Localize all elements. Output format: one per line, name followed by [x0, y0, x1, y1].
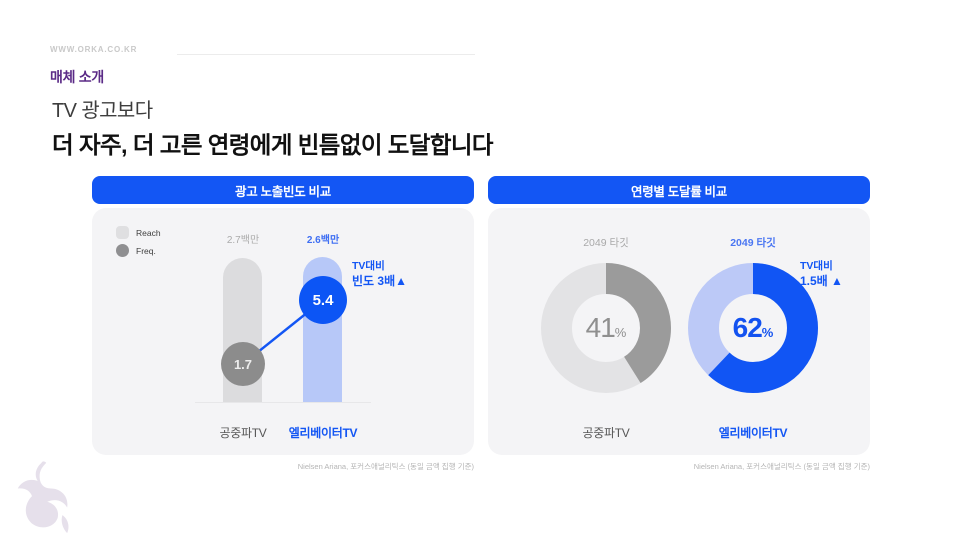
freq-annotation: TV대비 빈도 3배▲ [352, 260, 407, 289]
title-line-2: 더 자주, 더 고른 연령에게 빈틈없이 도달합니다 [52, 132, 493, 158]
donut-broadcast: 41% [541, 263, 671, 393]
category-broadcast-tv: 공중파TV [582, 426, 630, 440]
title-line-1: TV 광고보다 [52, 100, 153, 122]
header-divider [177, 54, 475, 55]
orka-logo-icon [17, 461, 69, 534]
legend-item-reach: Reach [116, 226, 161, 239]
freq-value-elevator: 5.4 [312, 291, 334, 309]
reach-pct-broadcast: 41 [585, 312, 616, 343]
target-label-elevator: 2049 타깃 [730, 237, 776, 249]
legend-item-freq: Freq. [116, 244, 161, 257]
donut-broadcast-value: 41% [541, 263, 671, 393]
donut-elevator: 62% [688, 263, 818, 393]
section-eyebrow: 매체 소개 [50, 69, 104, 85]
donut-elevator-value: 62% [688, 263, 818, 393]
freq-swatch-icon [116, 244, 129, 257]
category-elevator-tv: 엘리베이터TV [718, 426, 788, 440]
target-label-broadcast: 2049 타깃 [583, 237, 629, 249]
chart-legend: Reach Freq. [116, 226, 161, 262]
freq-bubble-broadcast: 1.7 [221, 342, 265, 386]
freq-annotation-line2: 빈도 3배▲ [352, 273, 408, 288]
reach-value-elevator: 2.6백만 [306, 235, 340, 246]
legend-reach-label: Reach [136, 227, 161, 238]
reach-annotation: TV대비 1.5배 ▲ [800, 260, 843, 289]
source-footnote-right: Nielsen Ariana, 포커스애널리틱스 (동일 금액 집행 기준) [693, 462, 870, 471]
freq-annotation-line1: TV대비 [352, 260, 385, 272]
reach-annotation-line2: 1.5배 ▲ [800, 273, 843, 288]
source-footnote-left: Nielsen Ariana, 포커스애널리틱스 (동일 금액 집행 기준) [297, 462, 474, 471]
reach-value-broadcast: 2.7백만 [226, 235, 260, 246]
reach-swatch-icon [116, 226, 129, 239]
reach-pct-unit-elevator: % [761, 325, 774, 340]
chart-baseline [195, 402, 371, 403]
freq-bubble-elevator: 5.4 [299, 276, 347, 324]
site-url: WWW.ORKA.CO.KR [50, 45, 138, 54]
legend-freq-label: Freq. [136, 245, 156, 256]
category-broadcast-tv: 공중파TV [219, 426, 267, 440]
reach-pct-elevator: 62 [732, 312, 763, 343]
frequency-chart-card: Reach Freq. 2.7백만 2.6백만 1.7 5.4 TV대비 빈도 … [92, 208, 474, 455]
page-title: TV 광고보다 더 자주, 더 고른 연령에게 빈틈없이 도달합니다 [52, 94, 493, 160]
freq-value-broadcast: 1.7 [233, 356, 253, 372]
category-elevator-tv: 엘리베이터TV [288, 426, 358, 440]
reach-annotation-line1: TV대비 [800, 260, 833, 272]
reach-pct-unit-broadcast: % [614, 325, 627, 340]
donut-broadcast-ring [541, 263, 671, 393]
donut-elevator-ring [688, 263, 818, 393]
left-panel-header: 광고 노출빈도 비교 [92, 176, 474, 204]
right-panel-header: 연령별 도달률 비교 [488, 176, 870, 204]
reach-chart-card: 2049 타깃 2049 타깃 41% 62% TV대비 1.5배 ▲ 공중파T… [488, 208, 870, 455]
